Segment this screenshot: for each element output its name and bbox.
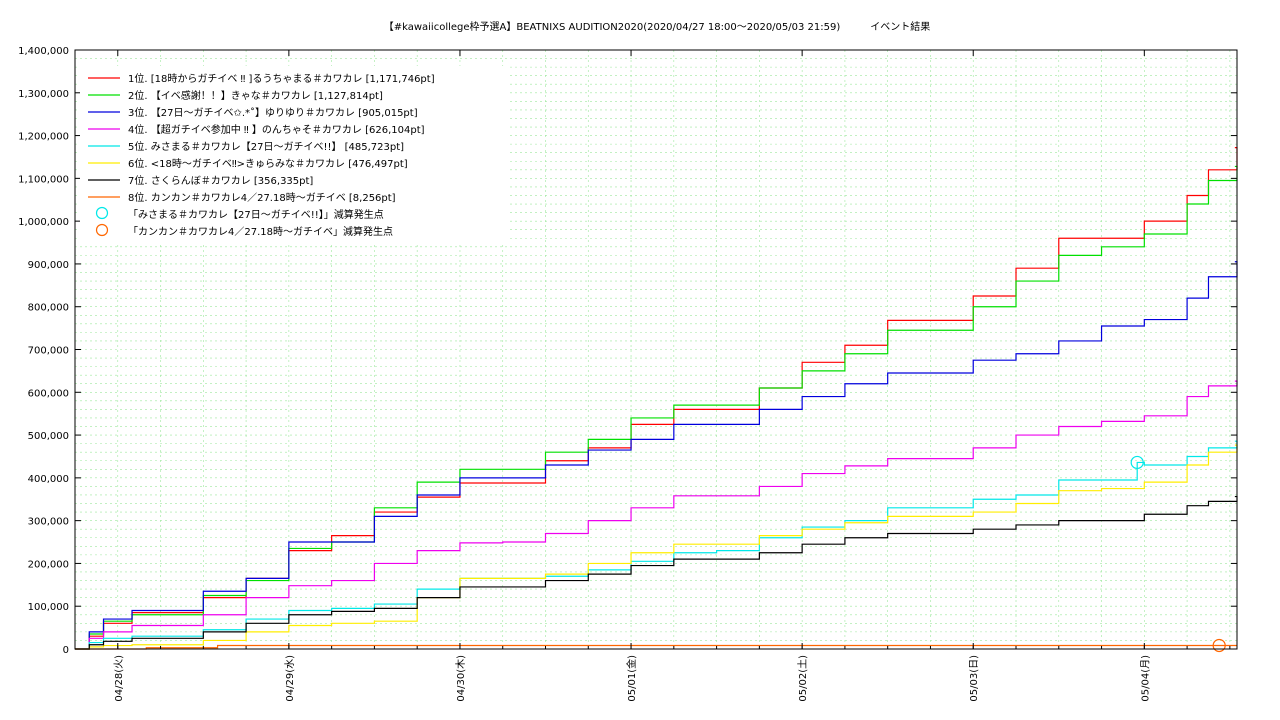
- y-tick-label: 1,200,000: [18, 132, 69, 143]
- x-tick-label: 05/04(月): [1139, 655, 1151, 702]
- series-line: [75, 444, 1238, 650]
- legend-background: [80, 66, 510, 242]
- x-tick-label: 04/28(火): [113, 655, 125, 702]
- x-tick-label: 04/29(水): [284, 655, 296, 702]
- series-line: [75, 261, 1238, 650]
- legend-label: 8位. カンカン＃カワカレ4／27.18時〜ガチイベ [8,256pt]: [128, 191, 396, 204]
- y-tick-label: 1,400,000: [18, 46, 69, 57]
- y-tick-label: 500,000: [28, 431, 69, 442]
- legend-marker: [95, 206, 109, 220]
- legend-label: 6位. <18時〜ガチイベ‼>きゅらみな＃カワカレ [476,497pt]: [128, 157, 408, 170]
- series-line: [75, 495, 1238, 650]
- legend-label: 1位. [18時からガチイベ ‼ ]るうちゃまる＃カワカレ [1,171,746…: [128, 72, 435, 85]
- series-line: [75, 165, 1238, 650]
- y-tick-label: 200,000: [28, 559, 69, 570]
- legend-label: 「カンカン＃カワカレ4／27.18時〜ガチイベ」減算発生点: [128, 225, 393, 238]
- chart-title: 【#kawaiicollege枠予選A】BEATNIXS AUDITION202…: [384, 20, 931, 33]
- y-tick-label: 700,000: [28, 346, 69, 357]
- y-tick-label: 300,000: [28, 517, 69, 528]
- series-line: [75, 440, 1238, 650]
- x-axis: 04/28(火) 04/29(水) 04/30(木) 05/01(金) 05/02(土)…: [74, 50, 1231, 702]
- y-tick-label: 1,100,000: [18, 174, 69, 185]
- y-tick-label: 600,000: [28, 388, 69, 399]
- legend: 1位. [18時からガチイベ ‼ ]るうちゃまる＃カワカレ [1,171,746…: [80, 66, 510, 242]
- x-tick-label: 04/30(木): [455, 655, 467, 702]
- y-axis: 0 100,000 200,000 300,000 400,000 500,000 600,…: [18, 46, 1237, 656]
- legend-label: 「みさまる＃カワカレ【27日〜ガチイベ!!】」減算発生点: [128, 208, 384, 221]
- y-tick-label: 1,300,000: [18, 89, 69, 100]
- legend-label: 3位. 【27日〜ガチイベ✩.*˚】ゆりゆり＃カワカレ [905,015pt]: [128, 106, 418, 119]
- x-tick-label: 05/03(日): [969, 655, 980, 702]
- legend-label: 5位. みさまる＃カワカレ【27日〜ガチイベ!!】 [485,723pt]: [128, 140, 404, 153]
- grid: [74, 49, 1237, 649]
- legend-marker: [95, 223, 109, 237]
- marker-point: [1130, 455, 1144, 470]
- y-tick-label: 400,000: [28, 474, 69, 485]
- y-tick-label: 800,000: [28, 303, 69, 314]
- x-tick-label: 05/02(土): [796, 655, 809, 702]
- x-tick-label: 05/01(金): [625, 655, 638, 702]
- y-tick-label: 0: [63, 645, 69, 656]
- y-tick-label: 1,000,000: [18, 217, 69, 228]
- marker-point: [1212, 638, 1226, 653]
- legend-label: 2位. 【イベ感謝！！】きゃな＃カワカレ [1,127,814pt]: [128, 89, 383, 102]
- y-tick-label: 100,000: [28, 602, 69, 613]
- marker-group: [1130, 455, 1226, 653]
- legend-label: 4位. 【超ガチイベ参加中 ‼ 】のんちゃそ＃カワカレ [626,104pt]: [128, 123, 425, 136]
- series-line: [75, 644, 1237, 650]
- series-line: [75, 380, 1238, 650]
- y-tick-label: 900,000: [28, 260, 69, 271]
- legend-label: 7位. さくらんぼ＃カワカレ [356,335pt]: [128, 174, 313, 187]
